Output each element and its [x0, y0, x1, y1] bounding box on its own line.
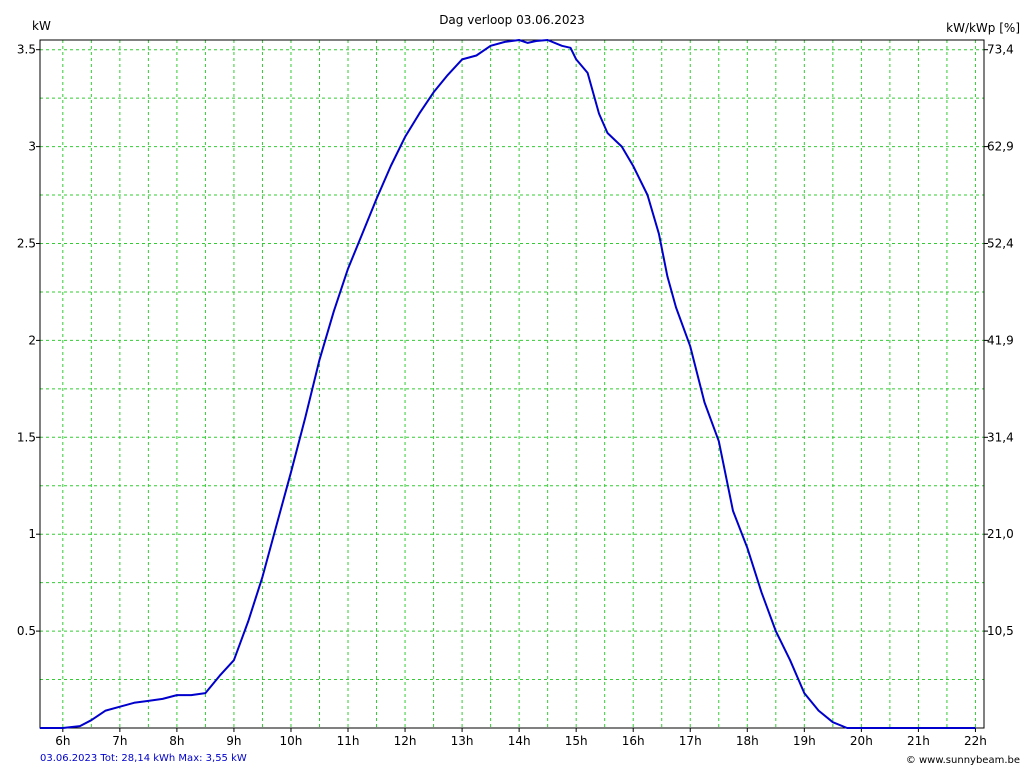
footer-summary: 03.06.2023 Tot: 28,14 kWh Max: 3,55 kW [40, 753, 247, 764]
x-tick-label: 9h [226, 734, 241, 748]
x-tick-label: 7h [112, 734, 127, 748]
footer-copyright: © www.sunnybeam.be [906, 755, 1020, 766]
y-left-tick-label: 1 [28, 527, 36, 541]
y-right-tick-label: 41,9 [987, 333, 1014, 347]
x-tick-label: 12h [394, 734, 417, 748]
x-tick-label: 14h [508, 734, 531, 748]
x-tick-label: 18h [736, 734, 759, 748]
y-left-tick-label: 3.5 [17, 43, 36, 57]
y-left-tick-label: 2 [28, 333, 36, 347]
labels-layer: 6h 7h 8h 9h 10h 11h 12h 13h 14h 15h 16h 17h 18h 19h 20… [17, 43, 1014, 748]
y-left-tick-label: 1.5 [17, 430, 36, 444]
y-axis-left-unit: kW [32, 19, 51, 33]
y-right-tick-label: 21,0 [987, 527, 1014, 541]
x-tick-label: 21h [907, 734, 930, 748]
x-tick-label: 17h [679, 734, 702, 748]
x-tick-label: 8h [169, 734, 184, 748]
x-tick-label: 6h [55, 734, 70, 748]
y-right-tick-label: 10,5 [987, 624, 1014, 638]
x-tick-label: 16h [622, 734, 645, 748]
x-tick-label: 15h [565, 734, 588, 748]
x-tick-label: 22h [964, 734, 987, 748]
y-axis-right-unit: kW/kWp [%] [946, 21, 1020, 35]
chart-title: Dag verloop 03.06.2023 [439, 13, 585, 27]
x-tick-label: 13h [451, 734, 474, 748]
y-right-tick-label: 73,4 [987, 43, 1014, 57]
x-tick-label: 20h [850, 734, 873, 748]
y-right-tick-label: 62,9 [987, 140, 1014, 154]
power-series-line [40, 39, 976, 729]
x-tick-label: 19h [793, 734, 816, 748]
grid-layer [40, 40, 984, 728]
x-tick-label: 11h [337, 734, 360, 748]
y-right-tick-label: 31,4 [987, 430, 1014, 444]
x-tick-label: 10h [280, 734, 303, 748]
y-left-tick-label: 0.5 [17, 624, 36, 638]
y-left-tick-label: 2.5 [17, 236, 36, 250]
y-left-tick-label: 3 [28, 140, 36, 154]
y-right-tick-label: 52,4 [987, 236, 1014, 250]
